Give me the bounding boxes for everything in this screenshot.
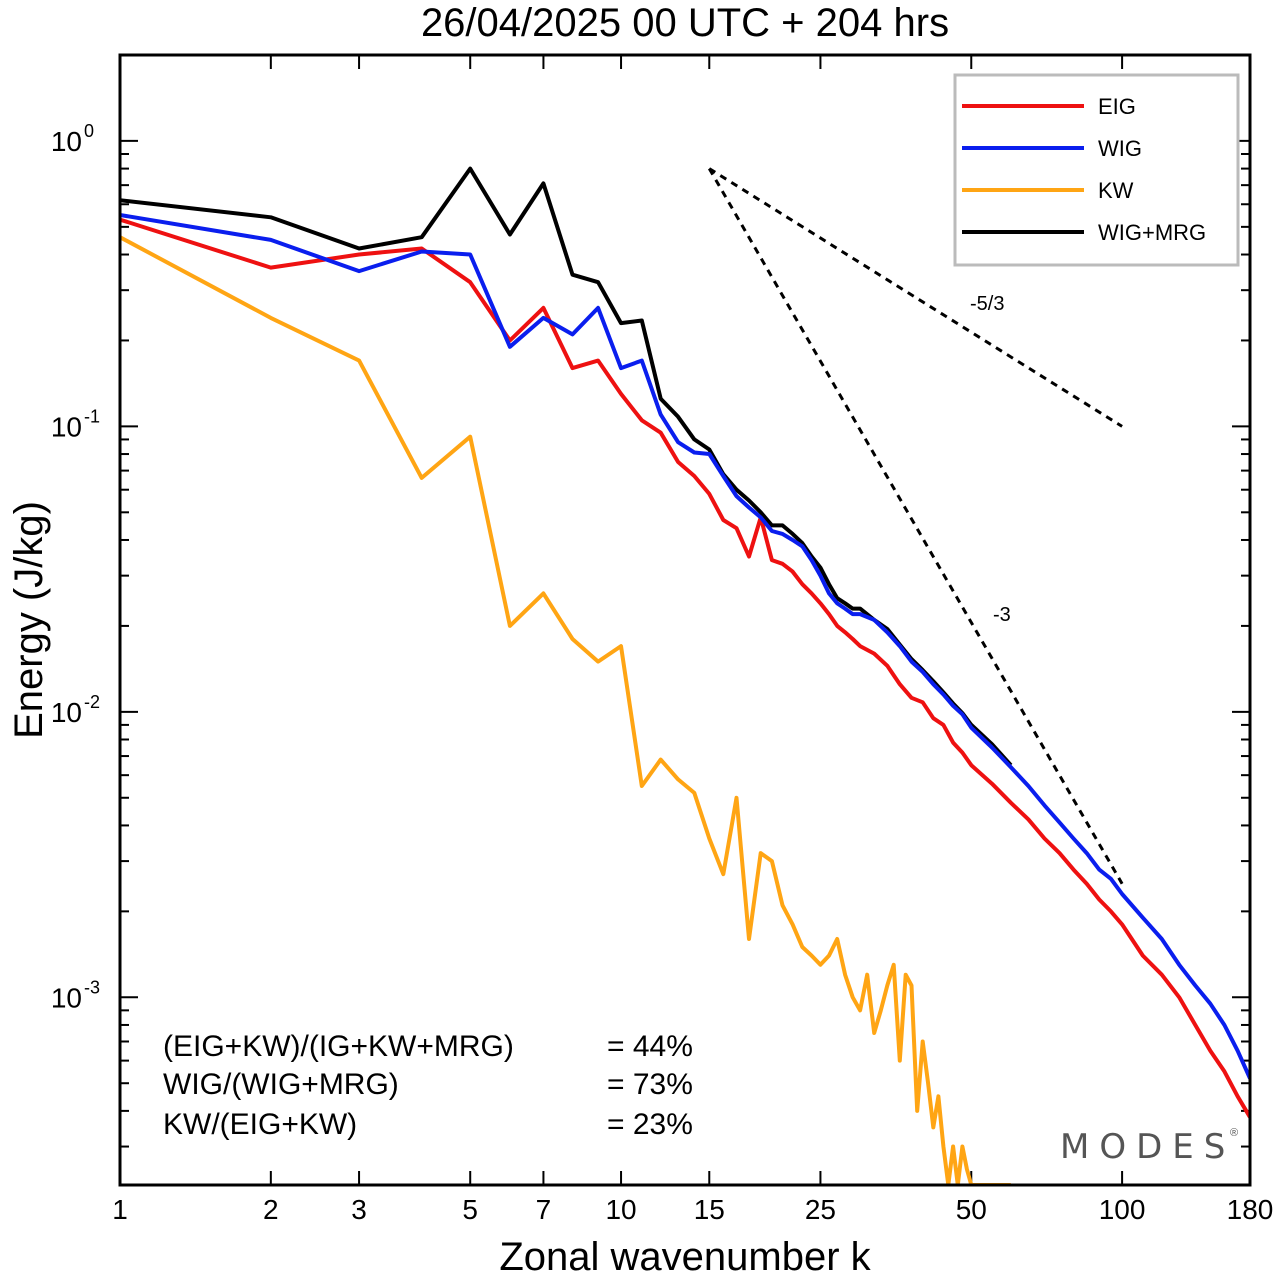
legend: EIG WIG KW WIG+MRG (953, 73, 1240, 267)
registered-mark: ® (1230, 1127, 1238, 1139)
series-lines (120, 166, 1250, 1185)
ratio-value-kw: = 23% (607, 1108, 693, 1141)
slope-line-5-3 (708, 167, 1123, 428)
y-tick-label: 10 (51, 982, 82, 1013)
ratio-value-eig-kw: = 44% (607, 1030, 693, 1063)
y-tick-exponent: -3 (84, 977, 100, 997)
ratio-label-eig-kw: (EIG+KW)/(IG+KW+MRG) (163, 1030, 514, 1063)
chart-title: 26/04/2025 00 UTC + 204 hrs (421, 1, 949, 45)
ratio-annotations: (EIG+KW)/(IG+KW+MRG) = 44% WIG/(WIG+MRG)… (163, 1030, 693, 1141)
modes-watermark: MODES (1060, 1127, 1235, 1167)
reference-lines (707, 167, 1124, 885)
x-tick-label: 100 (1099, 1194, 1146, 1225)
slope-labels: -5/3 -3 (970, 293, 1011, 626)
x-tick-label: 15 (694, 1194, 725, 1225)
y-tick-exponent: -1 (84, 406, 100, 426)
x-tick-label: 180 (1227, 1194, 1274, 1225)
legend-label-kw: KW (1098, 178, 1134, 203)
x-tick-label: 1 (112, 1194, 128, 1225)
y-axis-label: Energy (J/kg) (7, 501, 51, 739)
y-tick-exponent: -2 (84, 692, 100, 712)
ratio-label-wig: WIG/(WIG+MRG) (163, 1068, 399, 1101)
x-tick-label: 5 (462, 1194, 478, 1225)
legend-label-wig-mrg: WIG+MRG (1098, 220, 1206, 245)
x-tick-label: 3 (351, 1194, 367, 1225)
x-tick-label: 2 (263, 1194, 279, 1225)
legend-label-wig: WIG (1098, 136, 1142, 161)
x-tick-label: 10 (605, 1194, 636, 1225)
plot-area (118, 53, 1252, 1187)
x-tick-labels: 1 2 3 5 7 10 15 25 50 100 180 (112, 1194, 1273, 1225)
ratio-value-wig: = 73% (607, 1068, 693, 1101)
x-axis-label: Zonal wavenumber k (499, 1235, 871, 1279)
y-tick-label: 10 (51, 697, 82, 728)
x-tick-label: 50 (956, 1194, 987, 1225)
series-line-wig-mrg (120, 166, 1013, 767)
ratio-label-kw: KW/(EIG+KW) (163, 1108, 357, 1141)
series-line-kw (120, 235, 1011, 1185)
legend-label-eig: EIG (1098, 94, 1136, 119)
plot-frame (118, 53, 1252, 1187)
series-line-wig (120, 213, 1250, 1080)
slope-label: -3 (993, 604, 1011, 626)
slope-label: -5/3 (970, 293, 1004, 315)
x-tick-label: 25 (805, 1194, 836, 1225)
x-tick-label: 7 (536, 1194, 552, 1225)
y-tick-label: 10 (51, 411, 82, 442)
y-tick-label: 10 (51, 126, 82, 157)
y-tick-exponent: 0 (84, 121, 94, 141)
series-line-eig (120, 217, 1250, 1119)
